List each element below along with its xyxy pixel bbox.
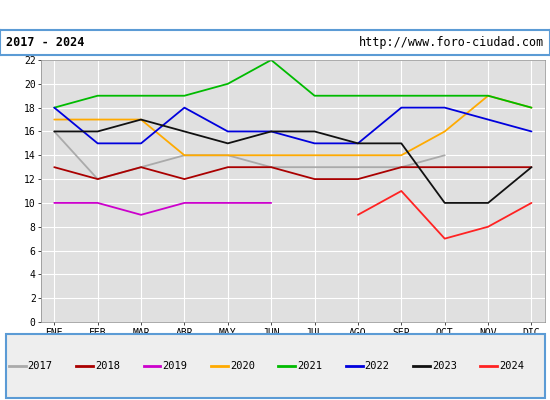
Text: 2019: 2019 bbox=[162, 361, 188, 371]
Text: http://www.foro-ciudad.com: http://www.foro-ciudad.com bbox=[359, 36, 544, 49]
Text: Evolucion del paro registrado en Reina: Evolucion del paro registrado en Reina bbox=[119, 8, 431, 22]
Text: 2023: 2023 bbox=[432, 361, 457, 371]
Text: 2017 - 2024: 2017 - 2024 bbox=[6, 36, 84, 49]
Text: 2022: 2022 bbox=[365, 361, 389, 371]
Text: 2021: 2021 bbox=[297, 361, 322, 371]
Text: 2020: 2020 bbox=[230, 361, 255, 371]
Text: 2024: 2024 bbox=[499, 361, 524, 371]
Text: 2017: 2017 bbox=[28, 361, 53, 371]
Text: 2018: 2018 bbox=[95, 361, 120, 371]
